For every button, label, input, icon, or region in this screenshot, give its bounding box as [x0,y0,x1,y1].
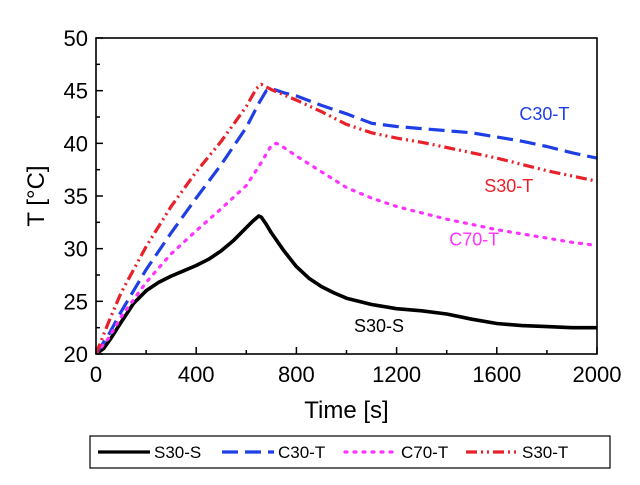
x-axis-label: Time [s] [304,397,388,424]
x-tick-label: 2000 [573,362,622,387]
series-annotation-c30-t: C30-T [519,104,569,124]
y-tick-label: 20 [64,342,88,367]
series-annotation-c70-t: C70-T [449,230,499,250]
axes: 0 400 800 1200 1600 2000 20 25 30 35 40 45 50 [64,26,622,387]
legend-box [89,435,611,469]
x-tick-label: 0 [90,362,102,387]
y-tick-label: 30 [64,237,88,262]
series-line-s30-t [96,82,597,354]
plot-area [96,82,597,354]
series-line-s30-s [96,214,597,354]
x-tick-label: 400 [178,362,215,387]
x-tick-label: 1200 [372,362,421,387]
legend-label-s30-s: S30-S [154,443,201,462]
y-tick-label: 40 [64,131,88,156]
series-annotation-s30-t: S30-T [484,176,533,196]
y-tick-label: 35 [64,184,88,209]
legend-label-c30-t: C30-T [278,443,325,462]
x-tick-label: 800 [278,362,315,387]
legend-label-c70-t: C70-T [401,443,448,462]
legend: S30-S C30-T C70-T S30-T [89,435,611,469]
y-axis-label: T [°C] [23,165,50,226]
series-line-c30-t [96,86,597,354]
y-tick-label: 45 [64,79,88,104]
series-line-c70-t [96,141,597,354]
series-annotation-s30-s: S30-S [354,316,404,336]
y-tick-label: 25 [64,289,88,314]
legend-label-s30-t: S30-T [522,443,568,462]
plot-frame [95,37,598,355]
x-tick-label: 1600 [472,362,521,387]
y-tick-label: 50 [64,26,88,51]
annotations: C30-T S30-T C70-T S30-S [354,104,569,336]
